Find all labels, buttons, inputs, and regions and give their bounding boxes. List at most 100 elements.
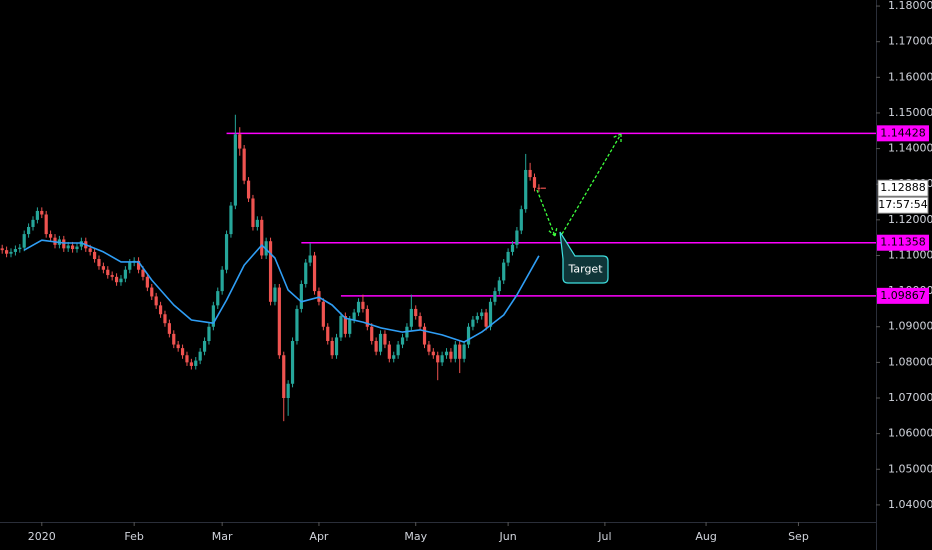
y-tick-label: 1.14000 [888,142,932,155]
candle-body [506,251,510,263]
candle-body [141,269,145,277]
countdown-box [877,196,929,214]
candle-body [471,319,475,327]
candle-body [396,344,400,356]
candle-body [524,169,528,210]
candle-body [378,333,383,352]
candle-body [356,301,361,313]
y-tick-label: 1.12000 [888,213,932,226]
candle-body [273,287,277,302]
candle-body [145,276,149,288]
candle-body [66,245,70,249]
candle-body [383,333,387,345]
candle-body [493,291,497,302]
candle-body [194,360,198,366]
candle-body [277,287,281,356]
x-tick-label: Feb [124,530,143,543]
candle-body [348,319,352,334]
candle-body [414,308,418,317]
y-tick-label: 1.17000 [888,35,932,48]
candle-body [246,180,251,199]
arrow-down [536,189,558,237]
y-tick-label: 1.09000 [888,320,932,333]
candle-body [453,344,457,359]
x-tick-label: Aug [695,530,716,543]
candle-body [422,326,427,345]
x-tick-label: 2020 [28,530,56,543]
level-label: 1.09867 [880,289,926,302]
candle-body [154,296,158,306]
level-label-box [877,125,929,142]
candle-body [436,355,440,363]
level-label-box [877,234,929,251]
candle-body [321,301,325,327]
candle-body [334,337,339,356]
candle-body [532,177,537,188]
x-tick-label: Jul [597,530,611,543]
candle-body [44,214,48,235]
y-tick-label: 1.06000 [888,427,932,440]
last-price-box [877,179,929,197]
candle-body [88,248,92,252]
x-tick-label: May [404,530,427,543]
candle-body [510,244,515,252]
candle-body [220,269,224,292]
candle-body [172,333,176,345]
candle-body [202,340,207,352]
candle-body [400,337,405,345]
arrow-up [561,133,622,235]
candle-body [26,226,31,235]
candle-body [330,340,334,356]
level-label: 1.11358 [880,236,926,249]
candle-body [299,283,303,309]
candle-body [224,234,229,270]
countdown-label: 17:57:54 [878,198,927,211]
candle-body [189,362,193,366]
candle-body [150,287,154,297]
candle-body [128,262,132,270]
candle-body [163,314,167,324]
candle-body [295,308,299,341]
candle-body [62,239,66,249]
candle-body [409,308,413,327]
candle-body [449,351,453,359]
candle-body [9,251,13,254]
candle-body [136,260,141,270]
candle-body [374,340,378,352]
y-tick-label: 1.15000 [888,106,932,119]
candle-body [92,251,97,260]
candle-body [466,326,471,345]
candle-body [35,210,39,220]
candle-body [502,262,506,281]
candle-body [352,312,356,320]
candle-body [40,210,44,215]
candle-body [308,255,312,263]
candle-body [312,255,317,292]
plot [0,114,876,422]
candle-body [238,134,242,149]
candle-body [444,351,449,356]
candle-body [251,198,255,227]
candle-body [255,219,259,227]
candle-body [480,312,484,317]
candle-body [22,234,26,248]
candle-body [268,241,273,302]
candle-body [13,249,17,252]
candle-body [167,323,171,334]
candle-body [387,344,391,359]
candle-body [106,269,110,276]
y-tick-label: 1.18000 [888,0,932,12]
candle-body [365,308,369,327]
y-tick-label: 1.08000 [888,355,932,368]
candle-body [207,326,211,341]
candle-body [101,266,105,270]
candle-body [176,344,180,349]
candle-body [418,316,422,327]
candle-body [114,276,119,283]
candle-body [282,355,286,399]
candle-body [18,247,22,250]
candle-body [110,275,114,277]
candle-body [528,169,532,178]
candle-body [339,316,343,338]
